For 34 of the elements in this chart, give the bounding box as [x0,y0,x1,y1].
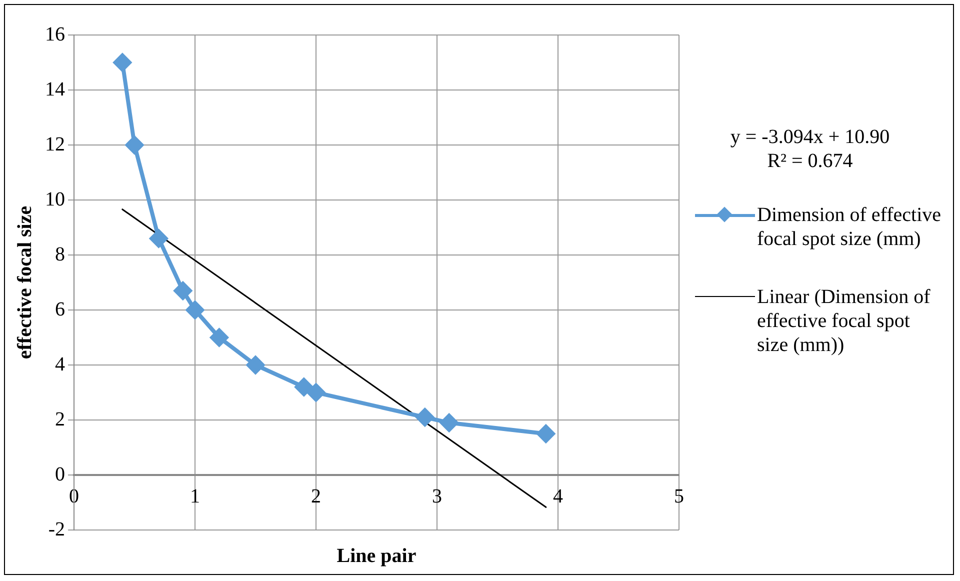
y-tick-label: 8 [55,243,65,266]
point [174,282,192,300]
x-tick-label: 1 [190,485,200,508]
legend-label: Dimension of effective focal spot size (mm) [757,203,942,251]
x-tick-label: 5 [674,485,684,508]
y-tick-label: 4 [55,353,65,376]
point [210,328,228,346]
x-tick-label: 4 [553,485,563,508]
x-tick-label: 2 [311,485,321,508]
y-axis-title: effective focal size [14,206,36,360]
point [186,301,204,319]
point [294,378,313,396]
point [536,424,555,443]
point [150,230,168,248]
point [416,408,434,426]
text: R² = 0.674 [766,149,854,173]
text: y = -3.094x + 10.90 [729,125,891,149]
y-tick-label: 14 [45,78,65,100]
y-tick-label: 16 [45,23,65,46]
point [246,356,264,374]
y-tick-label: 12 [45,133,65,156]
y-tick-label: 2 [55,408,65,430]
x-axis-title: Line pair [336,545,416,568]
y-tick-label: 0 [55,463,65,486]
y-tick-label: 10 [45,188,65,210]
x-tick-label: 3 [432,485,442,508]
point [113,54,132,72]
y-tick-label: 6 [55,298,65,320]
x-tick-label: 0 [69,485,79,508]
point [126,136,144,154]
point [307,384,325,402]
y-tick-label: -2 [48,518,65,540]
legend-label: Linear (Dimension of effective focal spot size (mm)) [757,285,932,357]
point [440,414,458,432]
